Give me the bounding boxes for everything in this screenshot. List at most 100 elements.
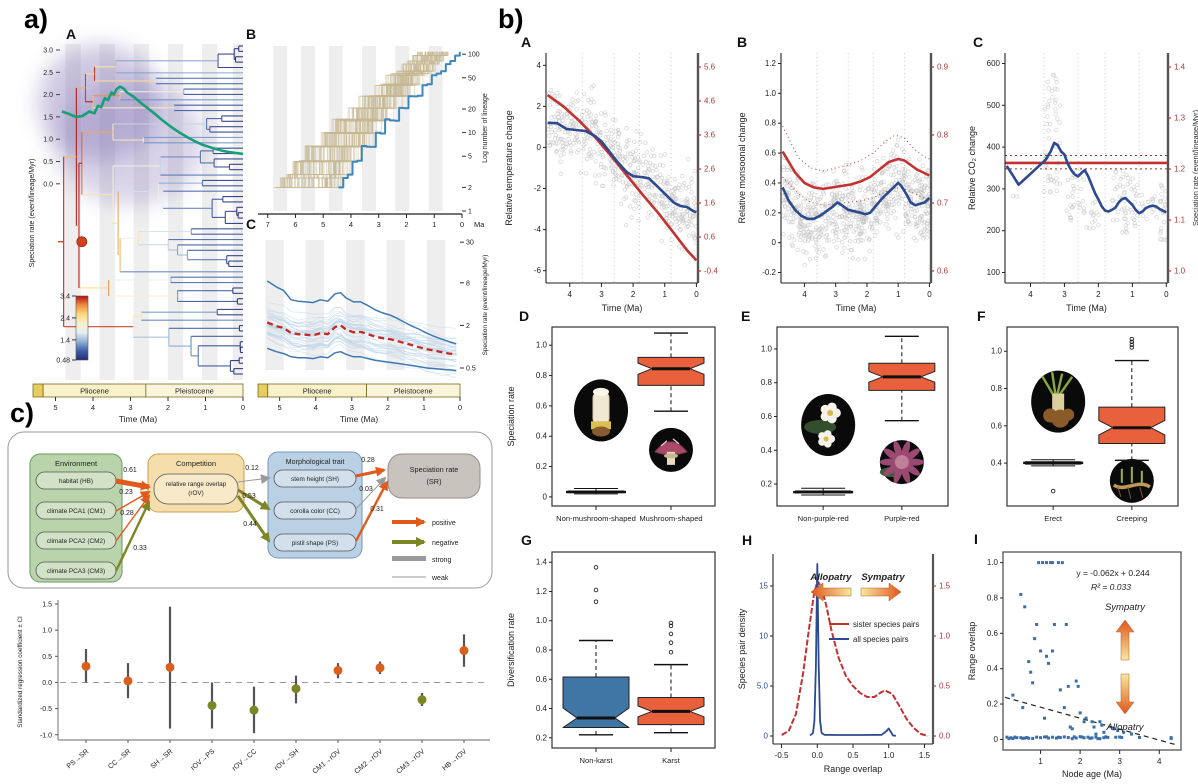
svg-text:1.2: 1.2	[765, 59, 777, 68]
svg-text:0.8: 0.8	[987, 593, 999, 602]
svg-text:all species pairs: all species pairs	[853, 635, 909, 644]
svg-text:PS→SR: PS→SR	[66, 748, 90, 770]
svg-text:1.1: 1.1	[1174, 216, 1186, 225]
svg-text:-0.2: -0.2	[762, 268, 776, 277]
svg-text:7: 7	[266, 220, 270, 229]
svg-text:Speciation rate: Speciation rate	[506, 386, 516, 446]
svg-text:4: 4	[349, 220, 353, 229]
svg-text:1.0: 1.0	[42, 628, 52, 635]
svg-text:Erect: Erect	[1044, 514, 1063, 523]
svg-text:Speciation rate (event/lineage: Speciation rate (event/lineage/Myr)	[29, 159, 36, 268]
svg-text:Species pair density: Species pair density	[737, 608, 747, 689]
svg-text:0.33: 0.33	[133, 545, 147, 552]
svg-text:5.0: 5.0	[757, 682, 769, 691]
svg-text:1: 1	[896, 290, 901, 299]
svg-text:0.4: 0.4	[987, 664, 999, 673]
svg-text:Morphological trait: Morphological trait	[286, 457, 345, 466]
svg-text:Diversification rate: Diversification rate	[506, 613, 516, 687]
svg-text:5: 5	[321, 220, 325, 229]
svg-text:2: 2	[466, 323, 470, 330]
svg-text:stem height (SH): stem height (SH)	[291, 476, 339, 483]
svg-text:Range overlap: Range overlap	[967, 622, 977, 681]
subpanel-aB-letter: B	[246, 26, 257, 42]
svg-text:3.4: 3.4	[60, 294, 70, 301]
svg-text:3.0: 3.0	[43, 48, 53, 55]
panel-c-label: c)	[10, 398, 35, 428]
svg-text:30: 30	[466, 240, 474, 247]
svg-text:1.4: 1.4	[1174, 63, 1186, 72]
svg-text:1.0: 1.0	[765, 89, 777, 98]
svg-text:Non-mushroom-shaped: Non-mushroom-shaped	[556, 514, 636, 523]
svg-text:Pliocene: Pliocene	[303, 387, 332, 396]
svg-text:1.5: 1.5	[919, 751, 931, 760]
svg-text:0.0: 0.0	[812, 751, 824, 760]
svg-text:1.0: 1.0	[883, 751, 895, 760]
svg-text:CM1→rOV: CM1→rOV	[312, 748, 343, 776]
svg-text:-4: -4	[534, 225, 542, 234]
svg-text:Time (Ma): Time (Ma)	[340, 414, 379, 424]
svg-text:1: 1	[1038, 757, 1043, 766]
co2-change-chart: 600 500 400 300 200 100 4 3 2 1 0 1.4 1.3 1.2 1.1 1.0 Ti…	[967, 53, 1198, 313]
svg-text:2.6: 2.6	[704, 165, 716, 174]
svg-text:relative range overlap: relative range overlap	[166, 481, 227, 488]
svg-text:600: 600	[987, 59, 1001, 68]
svg-text:1.4: 1.4	[536, 558, 548, 567]
svg-text:-0.4: -0.4	[704, 267, 718, 276]
svg-text:rOV→SH: rOV→SH	[273, 748, 300, 772]
svg-text:1: 1	[203, 403, 207, 412]
sem-path-diagram-and-coefficient-plot: Environment habitat (HB) climate PCA1 (CM1…	[7, 431, 493, 776]
svg-text:5: 5	[53, 403, 57, 412]
svg-text:50: 50	[468, 75, 476, 82]
svg-text:100: 100	[987, 268, 1001, 277]
svg-text:1.0: 1.0	[43, 137, 53, 144]
svg-text:0.4: 0.4	[765, 178, 777, 187]
svg-text:SH→SR: SH→SR	[150, 748, 175, 770]
svg-text:Ma: Ma	[474, 220, 485, 229]
svg-text:20: 20	[468, 106, 476, 113]
svg-text:0.4: 0.4	[536, 704, 548, 713]
svg-text:0.8: 0.8	[765, 119, 777, 128]
svg-text:1.5: 1.5	[42, 602, 52, 609]
svg-text:0.0: 0.0	[939, 732, 951, 741]
karst-boxplot: 0.2 0.4 0.6 0.8 1.0 1.2 1.4 Diversification rat…	[506, 551, 716, 765]
svg-text:1.0: 1.0	[536, 616, 548, 625]
svg-text:4: 4	[537, 61, 542, 70]
svg-text:500: 500	[987, 101, 1001, 110]
svg-text:0.5: 0.5	[466, 366, 476, 373]
node-age-scatter-chart: 0 0.2 0.4 0.6 0.8 1.0 1 2 3 4 Node age (Ma) Range o…	[967, 551, 1182, 779]
svg-text:3: 3	[377, 220, 381, 229]
subpanel-aC-letter: C	[246, 216, 257, 232]
svg-text:y = -0.062x + 0.244: y = -0.062x + 0.244	[1076, 568, 1150, 578]
svg-text:Standardized regression coeffi: Standardized regression coefficient ± CI	[17, 616, 24, 728]
svg-text:Karst: Karst	[662, 756, 681, 765]
svg-text:0.2: 0.2	[536, 462, 548, 471]
svg-text:0.6: 0.6	[761, 412, 773, 421]
svg-text:0: 0	[772, 238, 777, 247]
svg-text:0.4: 0.4	[761, 446, 773, 455]
svg-text:0.48: 0.48	[56, 358, 70, 365]
svg-text:1.0: 1.0	[1174, 267, 1186, 276]
svg-text:Sympatry: Sympatry	[1105, 602, 1146, 613]
svg-text:5: 5	[468, 154, 472, 161]
subpanel-bI-letter: I	[974, 531, 978, 547]
panel-b-label: b)	[498, 4, 524, 34]
svg-text:1.0: 1.0	[939, 632, 951, 641]
svg-text:0: 0	[460, 220, 464, 229]
svg-text:Pleistocene: Pleistocene	[175, 387, 214, 396]
svg-text:0.6: 0.6	[704, 233, 716, 242]
svg-text:1.2: 1.2	[1174, 165, 1186, 174]
svg-text:Log number of lineage: Log number of lineage	[482, 93, 489, 163]
svg-text:0.61: 0.61	[123, 467, 137, 474]
svg-text:1: 1	[1130, 290, 1135, 299]
svg-text:2: 2	[386, 403, 390, 412]
svg-text:Sympatry: Sympatry	[861, 572, 905, 583]
svg-text:0.5: 0.5	[42, 654, 52, 661]
svg-text:1.4: 1.4	[60, 337, 70, 344]
subpanel-bD-letter: D	[519, 308, 530, 324]
svg-text:4: 4	[1157, 757, 1162, 766]
svg-text:3.6: 3.6	[704, 131, 716, 140]
svg-text:negative: negative	[432, 540, 459, 547]
svg-text:0.8: 0.8	[761, 378, 773, 387]
svg-text:1: 1	[663, 290, 668, 299]
svg-text:0.7: 0.7	[937, 199, 949, 208]
